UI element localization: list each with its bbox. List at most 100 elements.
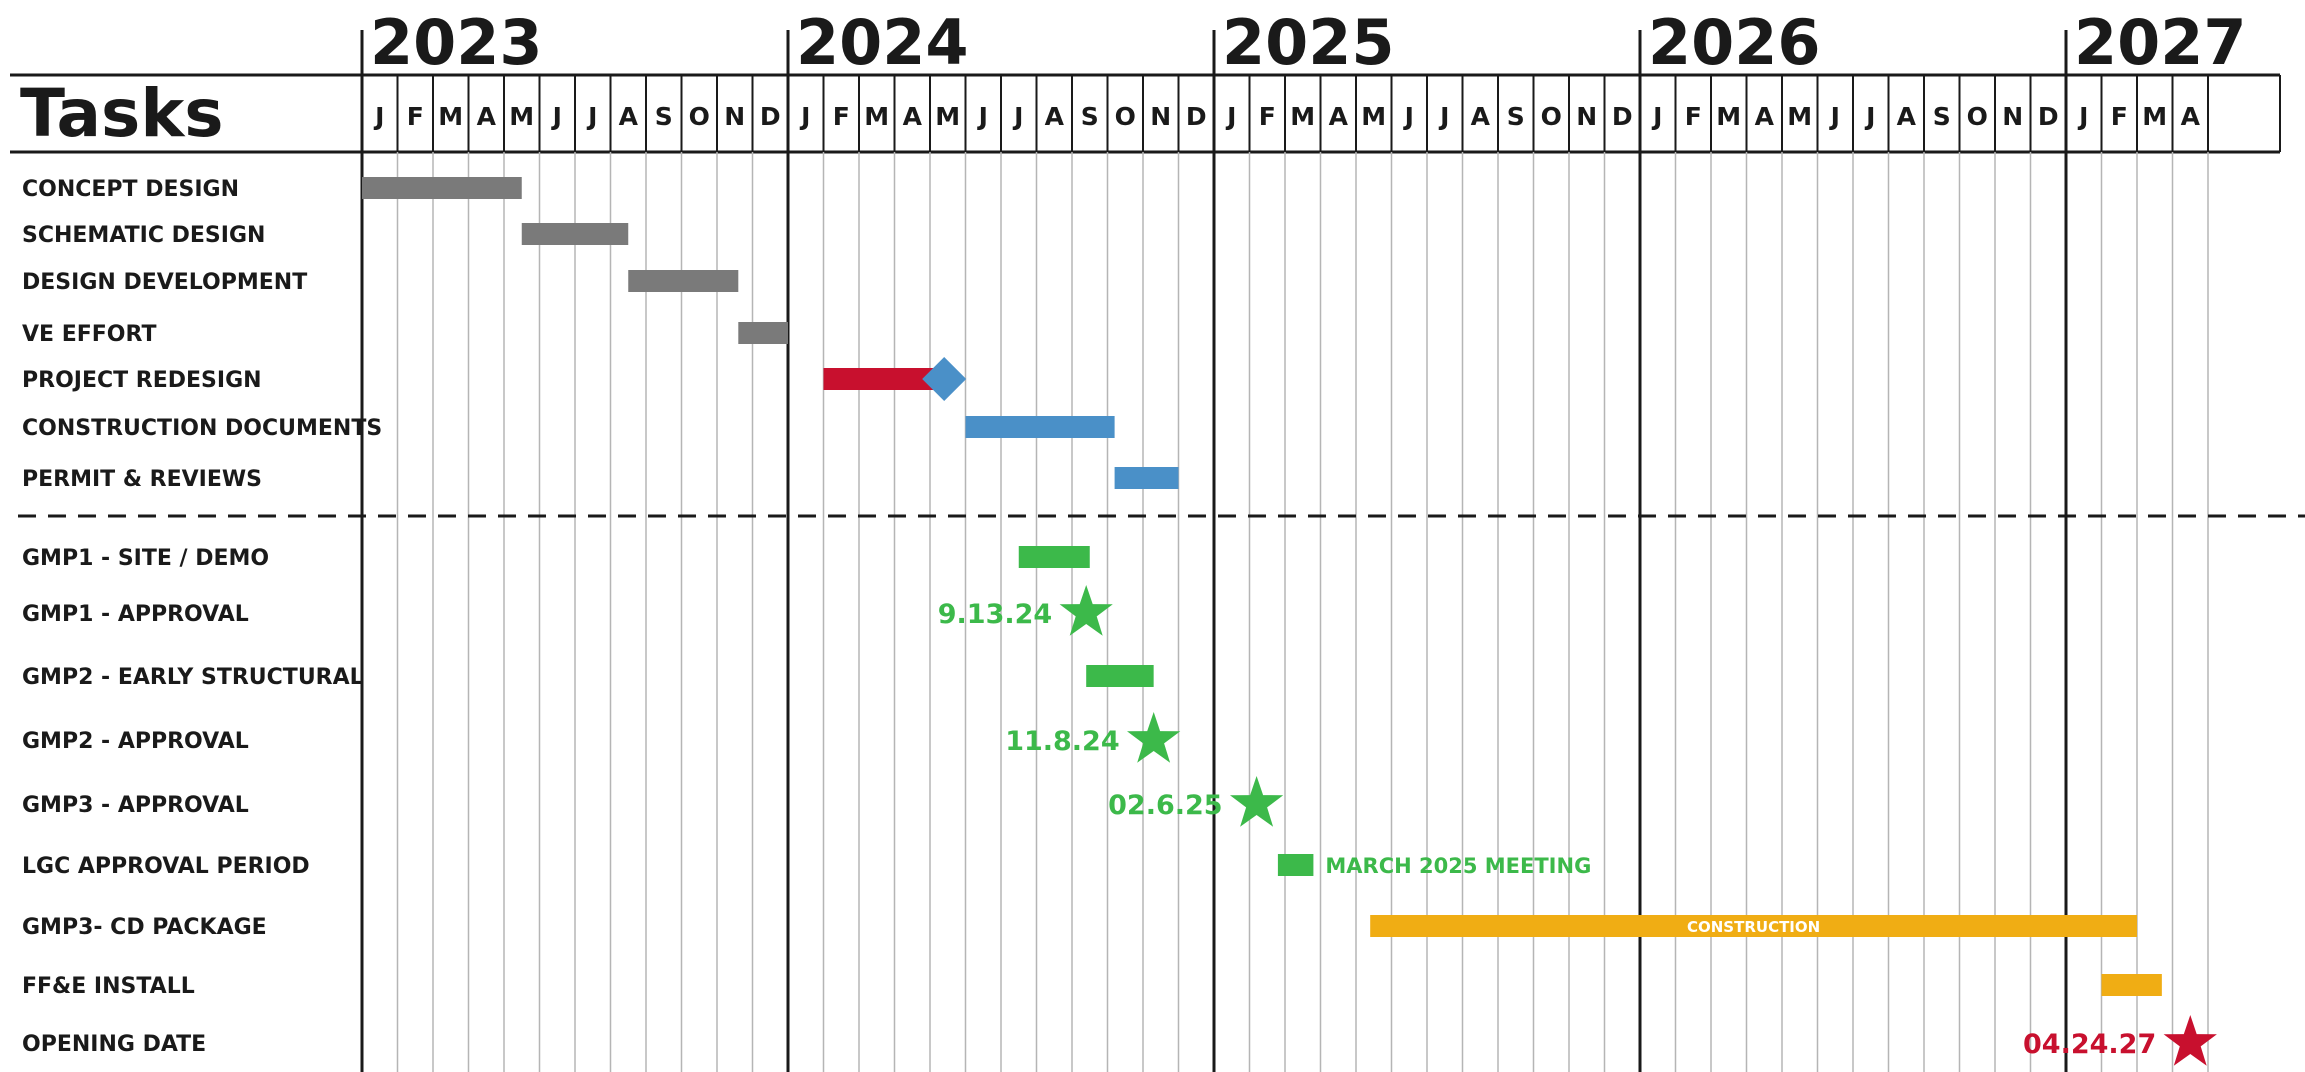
task-label: GMP2 - APPROVAL [22, 729, 249, 754]
month-label: D [1186, 102, 1207, 131]
year-label: 2026 [1648, 6, 1821, 79]
task-label: LGC APPROVAL PERIOD [22, 854, 310, 879]
task-label: GMP2 - EARLY STRUCTURAL [22, 665, 364, 690]
month-label: A [1045, 102, 1065, 131]
month-label: O [1115, 102, 1136, 131]
task-bar [1277, 854, 1314, 876]
month-label: N [2002, 102, 2023, 131]
month-label: S [1507, 102, 1525, 131]
month-label: N [1150, 102, 1171, 131]
month-label: J [1651, 102, 1662, 131]
month-label: F [1685, 102, 1702, 131]
milestone-star [1127, 712, 1181, 763]
task-bar [2101, 974, 2162, 996]
milestones: 9.13.24 11.8.24 02.6.25 04.24.27 [922, 357, 2217, 1066]
month-label: S [655, 102, 673, 131]
month-label: F [1259, 102, 1276, 131]
month-label: O [689, 102, 710, 131]
task-bar [823, 368, 945, 390]
bar-text: CONSTRUCTION [1687, 918, 1820, 936]
month-label: A [1755, 102, 1775, 131]
month-label: A [477, 102, 497, 131]
month-label: F [407, 102, 424, 131]
month-label: M [1787, 102, 1812, 131]
task-label: VE EFFORT [22, 322, 156, 347]
milestone-label: 02.6.25 [1108, 790, 1222, 821]
month-label: J [1438, 102, 1449, 131]
month-label: S [1081, 102, 1099, 131]
milestone-star [2163, 1015, 2217, 1066]
year-label: 2024 [796, 6, 969, 79]
month-label: M [1361, 102, 1386, 131]
month-label: J [799, 102, 810, 131]
task-label: SCHEMATIC DESIGN [22, 223, 265, 248]
month-label: S [1933, 102, 1951, 131]
month-label: O [1541, 102, 1562, 131]
task-bar [1018, 546, 1090, 568]
task-label: DESIGN DEVELOPMENT [22, 270, 307, 295]
month-label: M [1716, 102, 1741, 131]
milestone-star [1059, 585, 1113, 636]
month-label: A [1897, 102, 1917, 131]
month-label: M [509, 102, 534, 131]
task-label: PROJECT REDESIGN [22, 368, 262, 393]
milestone-diamond [922, 357, 967, 401]
task-label: CONSTRUCTION DOCUMENTS [22, 416, 382, 441]
task-bar [628, 270, 739, 292]
month-label: A [1471, 102, 1491, 131]
month-label: N [724, 102, 745, 131]
milestone-label: 11.8.24 [1005, 726, 1119, 757]
month-label: M [1290, 102, 1315, 131]
task-bar [521, 223, 629, 245]
bar-annotation: MARCH 2025 MEETING [1325, 854, 1591, 878]
month-label: M [2142, 102, 2167, 131]
month-label: J [977, 102, 988, 131]
task-label: FF&E INSTALL [22, 974, 195, 999]
month-label: J [551, 102, 562, 131]
month-label: D [760, 102, 781, 131]
task-bar [1370, 915, 2137, 937]
year-label: 2027 [2074, 6, 2247, 79]
task-label: GMP3- CD PACKAGE [22, 915, 267, 940]
month-label: M [935, 102, 960, 131]
task-bars: MARCH 2025 MEETING CONSTRUCTION [362, 177, 2162, 996]
milestone-star [1230, 776, 1284, 827]
year-label: 2023 [370, 6, 543, 79]
month-label: A [1329, 102, 1349, 131]
task-label: CONCEPT DESIGN [22, 177, 239, 202]
task-bar [362, 177, 522, 199]
month-label: J [586, 102, 597, 131]
month-label: A [2181, 102, 2201, 131]
task-label: GMP1 - SITE / DEMO [22, 546, 269, 571]
task-bar [1086, 665, 1154, 687]
task-bar [965, 416, 1115, 438]
month-label: A [619, 102, 639, 131]
month-label: N [1576, 102, 1597, 131]
month-label: M [438, 102, 463, 131]
task-label: PERMIT & REVIEWS [22, 467, 262, 492]
month-label: D [2038, 102, 2059, 131]
month-label: D [1612, 102, 1633, 131]
month-label: J [1012, 102, 1023, 131]
milestone-label: 04.24.27 [2023, 1029, 2156, 1060]
month-label: J [2077, 102, 2088, 131]
tasks-header: Tasks [20, 75, 224, 152]
task-labels: CONCEPT DESIGN SCHEMATIC DESIGN DESIGN DEV… [22, 177, 382, 1057]
month-label: J [373, 102, 384, 131]
task-label: GMP1 - APPROVAL [22, 602, 249, 627]
month-label: J [1864, 102, 1875, 131]
task-label: GMP3 - APPROVAL [22, 793, 249, 818]
month-label: F [2111, 102, 2128, 131]
month-label: A [903, 102, 923, 131]
task-bar [738, 322, 788, 344]
month-label: J [1225, 102, 1236, 131]
task-bar [1114, 467, 1179, 489]
month-label: J [1403, 102, 1414, 131]
month-label: O [1967, 102, 1988, 131]
month-label: M [864, 102, 889, 131]
milestone-label: 9.13.24 [938, 599, 1052, 630]
task-label: OPENING DATE [22, 1032, 206, 1057]
year-label: 2025 [1222, 6, 1395, 79]
